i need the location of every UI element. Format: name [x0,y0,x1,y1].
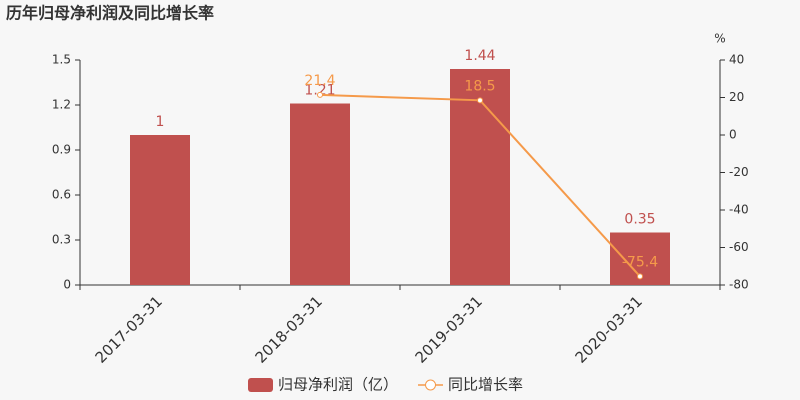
y2-tick-label: -60 [729,240,749,254]
legend-swatch [248,378,273,392]
y2-tick-label: -20 [729,165,749,179]
legend-swatch-dot [425,379,437,391]
bar [450,69,510,285]
y2-axis-unit: % [714,32,725,46]
y-tick-label: 0.6 [52,188,71,202]
bar-value-label: 0.35 [624,212,655,228]
chart-title: 历年归母净利润及同比增长率 [6,4,214,23]
line-point [637,273,643,280]
line-value-label: 18.5 [464,78,495,94]
line-value-label: -75.4 [622,254,658,270]
y-tick-label: 1.2 [52,98,71,112]
y-tick-label: 0.3 [52,233,71,247]
y-tick-label: 0.9 [52,143,71,157]
y-tick-label: 0 [63,278,71,292]
bar-value-label: 1.44 [464,48,495,64]
legend-label: 同比增长率 [448,376,523,394]
y2-tick-label: 20 [729,90,744,104]
bar-value-label: 1 [156,114,165,130]
y2-tick-label: 0 [729,128,737,142]
line-point [317,91,323,98]
line-point [477,97,483,104]
line-value-label: 21.4 [304,73,335,89]
bar [290,103,350,285]
y-tick-label: 1.5 [52,53,71,67]
y2-tick-label: 40 [729,53,744,67]
legend-label: 归母净利润（亿） [278,376,398,394]
bar [130,135,190,285]
y2-tick-label: -80 [729,278,749,292]
y2-tick-label: -40 [729,203,749,217]
